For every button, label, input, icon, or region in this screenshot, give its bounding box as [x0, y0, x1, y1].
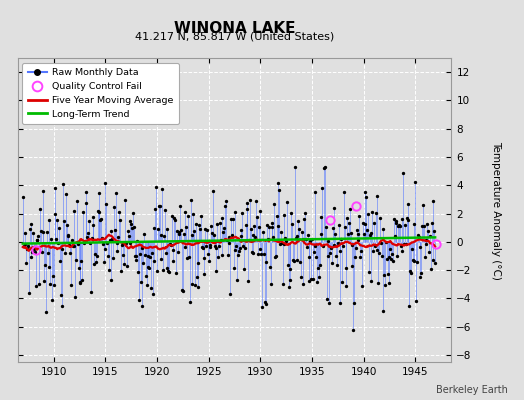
Y-axis label: Temperature Anomaly (°C): Temperature Anomaly (°C): [491, 141, 501, 280]
Text: 41.217 N, 85.817 W (United States): 41.217 N, 85.817 W (United States): [135, 31, 334, 41]
Legend: Raw Monthly Data, Quality Control Fail, Five Year Moving Average, Long-Term Tren: Raw Monthly Data, Quality Control Fail, …: [23, 63, 179, 124]
Title: WINONA LAKE: WINONA LAKE: [174, 21, 296, 36]
Text: Berkeley Earth: Berkeley Earth: [436, 385, 508, 395]
